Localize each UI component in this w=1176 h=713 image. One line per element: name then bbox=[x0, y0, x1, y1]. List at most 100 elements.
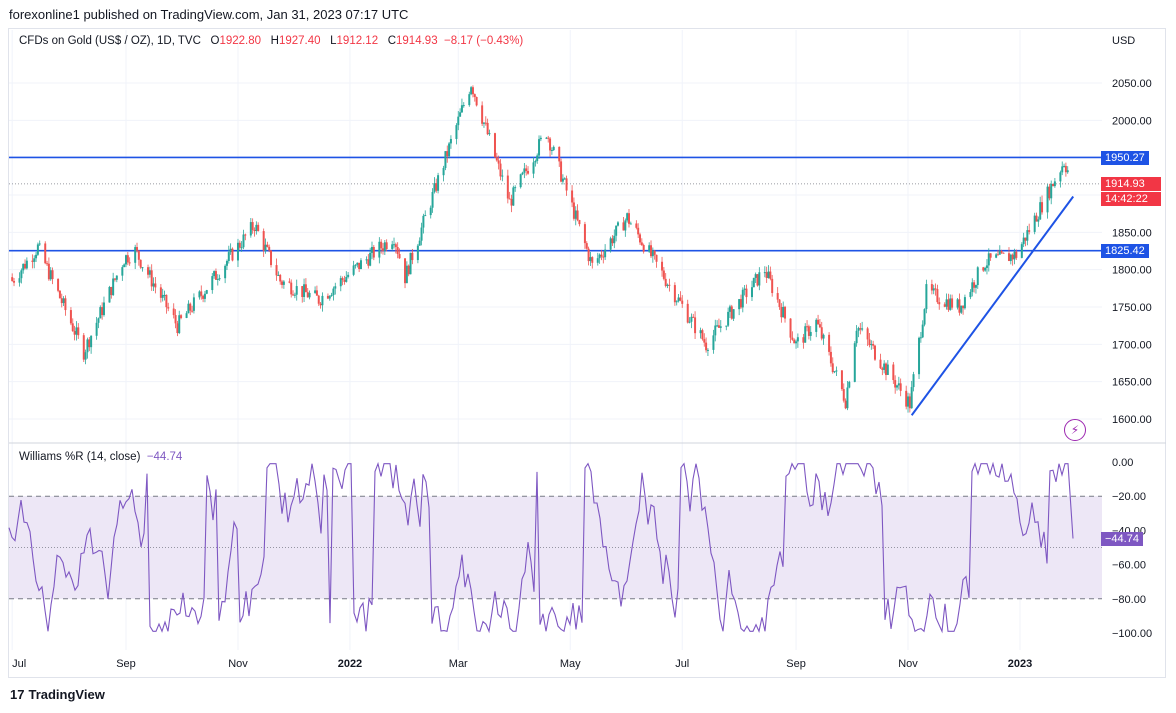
candle-body bbox=[1059, 172, 1062, 182]
candle-body bbox=[189, 303, 192, 311]
candle-body bbox=[538, 139, 541, 156]
open-label: O bbox=[210, 35, 220, 47]
candle-body bbox=[828, 334, 831, 352]
candle-body bbox=[47, 263, 50, 280]
candle-body bbox=[859, 328, 862, 330]
candle-body bbox=[306, 292, 309, 298]
candle-body bbox=[703, 339, 706, 343]
candle-body bbox=[558, 146, 561, 162]
candle-body bbox=[561, 178, 564, 182]
candle-body bbox=[13, 281, 16, 283]
candle-body bbox=[253, 229, 256, 232]
candle-body bbox=[238, 242, 241, 248]
candle-body bbox=[587, 248, 590, 262]
candle-body bbox=[431, 191, 434, 208]
candle-body bbox=[899, 383, 902, 391]
candle-body bbox=[1035, 215, 1038, 222]
candle-body bbox=[240, 247, 243, 249]
candle-body bbox=[497, 160, 500, 164]
candle-body bbox=[1000, 250, 1003, 253]
candle-body bbox=[758, 272, 761, 286]
candle-body bbox=[881, 368, 884, 370]
candle-body bbox=[148, 270, 151, 275]
candle-body bbox=[383, 242, 386, 251]
candle-body bbox=[266, 244, 269, 247]
candle-body bbox=[422, 215, 425, 228]
indicator-legend[interactable]: Williams %R (14, close) −44.74 bbox=[19, 451, 182, 463]
candle-body bbox=[661, 261, 664, 271]
candle-body bbox=[848, 381, 851, 388]
candle-body bbox=[767, 271, 770, 278]
candle-body bbox=[642, 245, 645, 252]
candle-body bbox=[332, 288, 335, 296]
candle-body bbox=[754, 274, 757, 278]
candle-body bbox=[752, 277, 755, 288]
candle-body bbox=[1064, 165, 1067, 173]
candle-body bbox=[637, 227, 640, 235]
candle-body bbox=[315, 290, 318, 296]
candle-body bbox=[380, 241, 383, 249]
high-label: H bbox=[270, 35, 279, 47]
candle-body bbox=[829, 351, 832, 364]
candle-body bbox=[694, 317, 697, 334]
price-tick-label: 1850.00 bbox=[1112, 227, 1152, 239]
candle-body bbox=[846, 387, 849, 409]
candle-body bbox=[778, 299, 781, 308]
time-tick-label: Mar bbox=[449, 658, 468, 670]
lightning-icon[interactable]: ⚡ bbox=[1064, 419, 1086, 441]
countdown-tag: 14:42:22 bbox=[1101, 192, 1161, 206]
candle-body bbox=[804, 326, 807, 343]
candle-body bbox=[218, 278, 221, 280]
candle-body bbox=[60, 298, 63, 304]
candle-body bbox=[281, 281, 284, 285]
candle-body bbox=[653, 250, 656, 255]
candle-body bbox=[128, 262, 131, 264]
candle-body bbox=[369, 252, 372, 266]
candle-body bbox=[519, 174, 522, 188]
candle-body bbox=[982, 267, 985, 271]
candle-body bbox=[231, 248, 234, 261]
candle-body bbox=[706, 349, 709, 351]
candle-body bbox=[101, 307, 104, 316]
candle-body bbox=[290, 282, 293, 295]
candle-body bbox=[396, 247, 399, 255]
candle-body bbox=[870, 343, 873, 346]
candle-body bbox=[1022, 237, 1025, 245]
candle-body bbox=[99, 307, 102, 319]
candle-body bbox=[90, 335, 93, 348]
trendline bbox=[910, 195, 1075, 416]
candle-body bbox=[227, 252, 230, 261]
candle-body bbox=[1048, 186, 1051, 199]
candle-body bbox=[686, 303, 689, 323]
candle-body bbox=[159, 287, 162, 298]
candle-body bbox=[288, 281, 291, 283]
candle-body bbox=[460, 105, 463, 113]
candle-body bbox=[200, 291, 203, 296]
candle-body bbox=[134, 247, 137, 263]
candle-body bbox=[58, 290, 61, 299]
candle-body bbox=[640, 242, 643, 246]
candle-body bbox=[102, 302, 105, 316]
candle-body bbox=[211, 276, 214, 291]
indicator-name: Williams %R (14, close) bbox=[19, 451, 141, 463]
candle-body bbox=[49, 270, 52, 280]
candle-body bbox=[662, 270, 665, 279]
candle-body bbox=[831, 363, 834, 373]
candle-body bbox=[949, 298, 952, 310]
resistance-price-tag: 1950.27 bbox=[1101, 151, 1149, 165]
open-value: 1922.80 bbox=[219, 35, 262, 47]
candle-body bbox=[499, 163, 502, 177]
candle-body bbox=[1024, 237, 1027, 241]
candle-body bbox=[216, 278, 219, 280]
candle-body bbox=[493, 133, 496, 158]
candle-body bbox=[279, 274, 282, 282]
candle-body bbox=[11, 277, 14, 282]
candle-body bbox=[756, 274, 759, 286]
candle-body bbox=[433, 183, 436, 192]
candle-body bbox=[765, 272, 768, 278]
candle-body bbox=[270, 250, 273, 266]
candle-body bbox=[242, 234, 245, 248]
tradingview-logo-icon[interactable]: 17 TradingView bbox=[10, 687, 105, 702]
candle-body bbox=[855, 330, 858, 344]
